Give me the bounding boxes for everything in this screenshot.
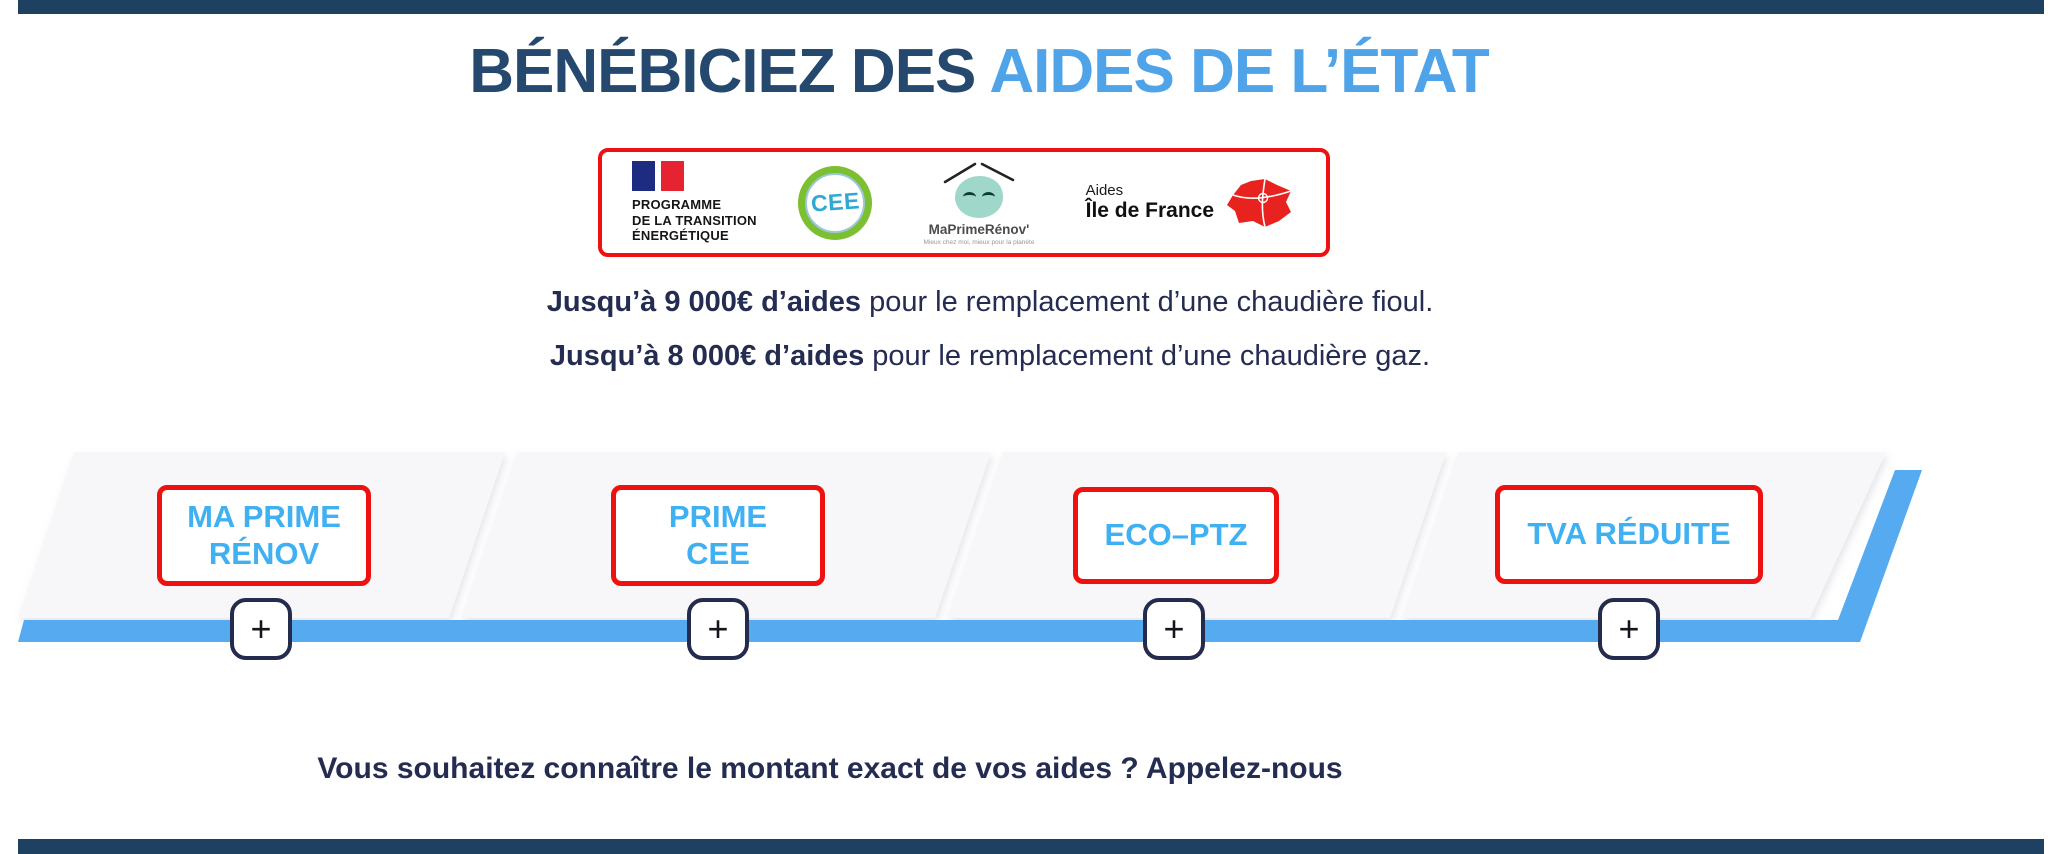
idf-name-label: Île de France [1085,199,1214,223]
page-title-accent: AIDES DE L’ÉTAT [989,37,1489,106]
maprimerenov-face-icon [955,175,1003,218]
aid-box-tva-reduite[interactable]: TVA RÉDUITE [1495,485,1763,584]
cee-label: CEE [810,187,861,217]
intro-line-gaz: Jusqu’à 8 000€ d’aides pour le remplacem… [549,340,1431,372]
expand-button-eco-ptz[interactable]: + [1143,598,1205,660]
maprimerenov-label: MaPrimeRénov' [928,221,1030,237]
intro-line-fioul: Jusqu’à 9 000€ d’aides pour le remplacem… [546,286,1434,318]
top-rule [18,0,2044,14]
partner-logos-box: PROGRAMME DE LA TRANSITION ÉNERGÉTIQUE C… [598,148,1330,257]
page-title: BÉNÉBICIEZ DES AIDES DE L’ÉTAT [0,36,1958,107]
cee-badge-icon: CEE [798,165,873,240]
programme-transition-logo: PROGRAMME DE LA TRANSITION ÉNERGÉTIQUE [632,160,757,245]
french-flag-icon [632,160,757,191]
aid-box-ma-prime-renov[interactable]: MA PRIME RÉNOV [157,485,371,586]
maprimerenov-logo: MaPrimeRénov' Mieux chez moi, mieux pour… [914,160,1044,246]
aid-box-eco-ptz[interactable]: ECO–PTZ [1073,487,1279,584]
roof-icon [943,162,1015,183]
expand-button-tva-reduite[interactable]: + [1598,598,1660,660]
expand-button-prime-cee[interactable]: + [687,598,749,660]
idf-aides-label: Aides [1085,181,1124,199]
aides-ile-de-france-logo: Aides Île de France [1086,177,1296,229]
expand-button-ma-prime-renov[interactable]: + [230,598,292,660]
bottom-rule [18,839,2044,854]
page-title-dark: BÉNÉBICIEZ DES [469,37,976,106]
maprimerenov-tagline: Mieux chez moi, mieux pour la planète [923,238,1035,246]
timeline-blue-bar [18,470,1922,642]
ile-de-france-map-icon [1227,178,1292,227]
programme-transition-label: PROGRAMME DE LA TRANSITION ÉNERGÉTIQUE [632,196,757,244]
aid-box-prime-cee[interactable]: PRIME CEE [611,485,825,586]
contact-cta-text: Vous souhaitez connaître le montant exac… [317,752,1343,785]
